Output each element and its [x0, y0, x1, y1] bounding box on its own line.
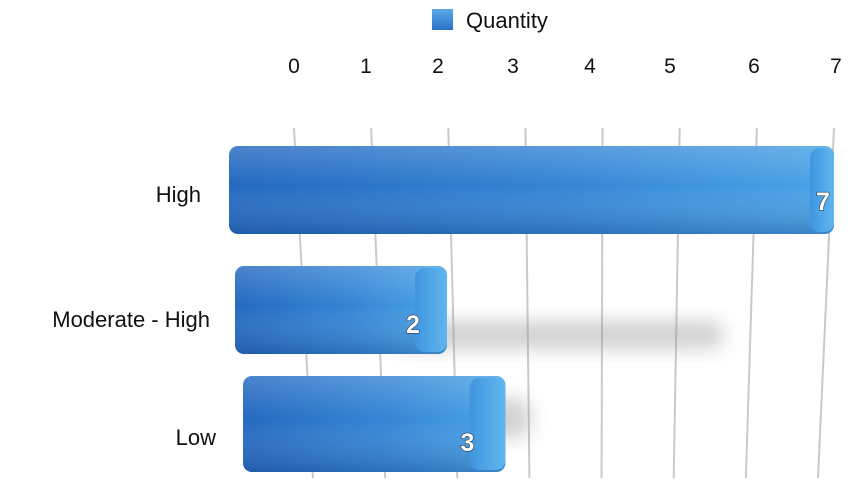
- x-tick-label: 5: [664, 55, 676, 78]
- x-tick-label: 7: [830, 55, 842, 78]
- legend-label: Quantity: [466, 8, 548, 33]
- data-label: 7: [816, 188, 830, 216]
- x-tick-label: 6: [748, 55, 760, 78]
- x-tick-label: 4: [584, 55, 596, 78]
- data-label: 2: [406, 311, 420, 339]
- bar-shading: [229, 146, 834, 234]
- legend: Quantity: [432, 8, 548, 33]
- data-label: 3: [461, 429, 475, 457]
- y-category-label: Moderate - High: [52, 307, 210, 332]
- bar-cap: [810, 148, 834, 232]
- bars: [229, 146, 834, 472]
- bar-shading: [235, 266, 447, 354]
- y-category-label: Low: [176, 425, 216, 450]
- bar-shading: [243, 376, 506, 472]
- y-category-label: High: [156, 182, 201, 207]
- bar-cap: [469, 378, 506, 470]
- bar-cap: [415, 268, 447, 352]
- x-tick-label: 3: [507, 55, 519, 78]
- legend-swatch: [432, 9, 453, 30]
- bar-shadow: [394, 321, 724, 349]
- category-labels: High Moderate - High Low: [52, 182, 216, 450]
- data-labels: 7 2 3: [405, 187, 830, 457]
- x-tick-label: 0: [288, 55, 300, 78]
- x-tick-label: 1: [360, 55, 372, 78]
- x-axis-ticks: 0 1 2 3 4 5 6 7: [288, 55, 842, 78]
- x-tick-label: 2: [432, 55, 444, 78]
